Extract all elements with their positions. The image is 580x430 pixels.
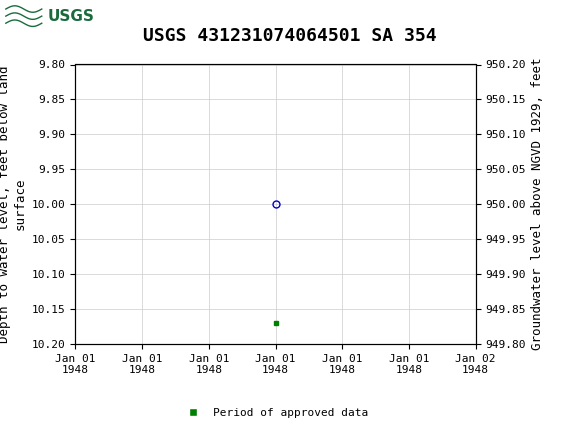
- Y-axis label: Depth to water level, feet below land
surface: Depth to water level, feet below land su…: [0, 65, 26, 343]
- FancyBboxPatch shape: [3, 2, 93, 31]
- Y-axis label: Groundwater level above NGVD 1929, feet: Groundwater level above NGVD 1929, feet: [531, 58, 545, 350]
- Text: USGS: USGS: [48, 9, 95, 24]
- Text: USGS 431231074064501 SA 354: USGS 431231074064501 SA 354: [143, 27, 437, 45]
- Legend: Period of approved data: Period of approved data: [178, 403, 373, 422]
